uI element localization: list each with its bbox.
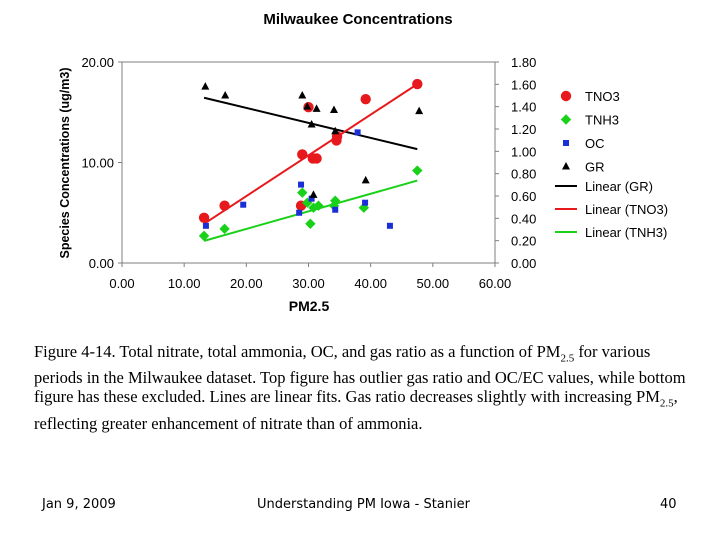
- point-tno3: [360, 93, 371, 105]
- point-gr: [312, 104, 321, 112]
- caption-text-3: , reflecting greater enhancement of nitr…: [34, 387, 678, 433]
- y-axis-label: Species Concentrations (ug/m3): [58, 67, 72, 258]
- point-gr: [329, 105, 338, 114]
- x-axis-label: PM2.5: [289, 298, 330, 314]
- y-right-tick-label: 0.80: [511, 167, 536, 182]
- point-gr: [221, 91, 230, 99]
- footer-page-number: 40: [660, 497, 677, 512]
- x-tick-label: 60.00: [479, 276, 512, 291]
- point-tnh3: [313, 200, 324, 211]
- point-gr: [331, 126, 340, 135]
- y-left-tick-label: 10.00: [81, 156, 114, 171]
- axes: 0.00 10.00 20.00 30.00 40.00 50.00 60.00 0.00 10…: [81, 55, 536, 291]
- point-oc: [332, 206, 339, 213]
- legend-label: TNH3: [585, 113, 619, 128]
- x-tick-label: 30.00: [292, 276, 325, 291]
- y-right-tick-label: 1.00: [511, 144, 536, 159]
- legend-label: OC: [585, 136, 605, 151]
- point-gr: [361, 175, 370, 184]
- point-oc: [362, 199, 369, 206]
- legend-marker: [562, 162, 570, 170]
- legend-label: TNO3: [585, 89, 620, 104]
- x-tick-label: 40.00: [354, 276, 387, 291]
- y-right-tick-label: 0.20: [511, 234, 536, 249]
- plot-area: [121, 61, 496, 264]
- legend-marker: [563, 140, 569, 146]
- point-gr: [298, 91, 307, 99]
- y-right-tick-label: 0.40: [511, 211, 536, 226]
- caption-text-1: Figure 4-14. Total nitrate, total ammoni…: [34, 342, 561, 361]
- legend-label: Linear (GR): [585, 179, 653, 194]
- point-gr: [415, 106, 424, 115]
- legend-label: Linear (TNH3): [585, 225, 667, 240]
- y-left-tick-label: 20.00: [81, 55, 114, 70]
- x-tick-label: 20.00: [230, 276, 263, 291]
- chart: Milwaukee Concentrations 0.00 10.00 20.00 3…: [58, 11, 668, 314]
- y-right-tick-label: 0.60: [511, 189, 536, 204]
- x-tick-label: 10.00: [168, 276, 201, 291]
- point-oc: [386, 222, 393, 229]
- chart-title: Milwaukee Concentrations: [263, 11, 452, 28]
- legend-marker: [560, 90, 572, 102]
- footer-title: Understanding PM Iowa - Stanier: [257, 497, 470, 512]
- point-oc: [308, 195, 315, 202]
- fit-line-2: [203, 179, 418, 242]
- legend-label: GR: [585, 160, 605, 175]
- point-gr: [201, 82, 210, 90]
- point-tno3: [297, 149, 308, 160]
- point-oc: [240, 201, 247, 208]
- y-right-tick-label: 0.00: [511, 256, 536, 271]
- legend-marker: [560, 114, 572, 125]
- point-tno3: [311, 153, 322, 164]
- point-tnh3: [330, 195, 341, 206]
- point-tnh3: [412, 165, 423, 176]
- legend-label: Linear (TNO3): [585, 202, 668, 217]
- point-tno3: [219, 200, 230, 211]
- point-tnh3: [219, 223, 230, 235]
- data-points: [198, 78, 424, 242]
- point-tnh3: [198, 230, 210, 242]
- point-gr: [309, 190, 318, 198]
- y-right-tick-label: 1.20: [511, 122, 536, 137]
- point-tno3: [198, 212, 210, 223]
- y-left-tick-label: 0.00: [89, 256, 114, 271]
- point-gr: [303, 102, 312, 110]
- caption-subscript-1: 2.5: [560, 352, 575, 365]
- footer-date: Jan 9, 2009: [42, 497, 116, 512]
- point-oc: [202, 222, 209, 229]
- point-oc: [354, 129, 361, 136]
- point-gr: [307, 120, 316, 128]
- legend: TNO3 TNH3 OC GR Linear (GR) Linear (TNO3) Line…: [555, 89, 668, 240]
- caption-text-2: for various periods in the Milwaukee dat…: [34, 342, 686, 407]
- y-right-tick-label: 1.60: [511, 77, 536, 92]
- y-right-tick-label: 1.80: [511, 55, 536, 70]
- point-tnh3: [305, 218, 316, 230]
- point-tno3: [412, 78, 423, 90]
- point-oc: [298, 181, 305, 188]
- figure-caption: Figure 4-14. Total nitrate, total ammoni…: [34, 342, 694, 433]
- x-tick-label: 50.00: [417, 276, 450, 291]
- y-right-tick-label: 1.40: [511, 100, 536, 115]
- point-oc: [296, 209, 303, 216]
- x-tick-label: 0.00: [109, 276, 134, 291]
- point-tnh3: [297, 187, 308, 198]
- caption-subscript-2: 2.5: [659, 397, 674, 410]
